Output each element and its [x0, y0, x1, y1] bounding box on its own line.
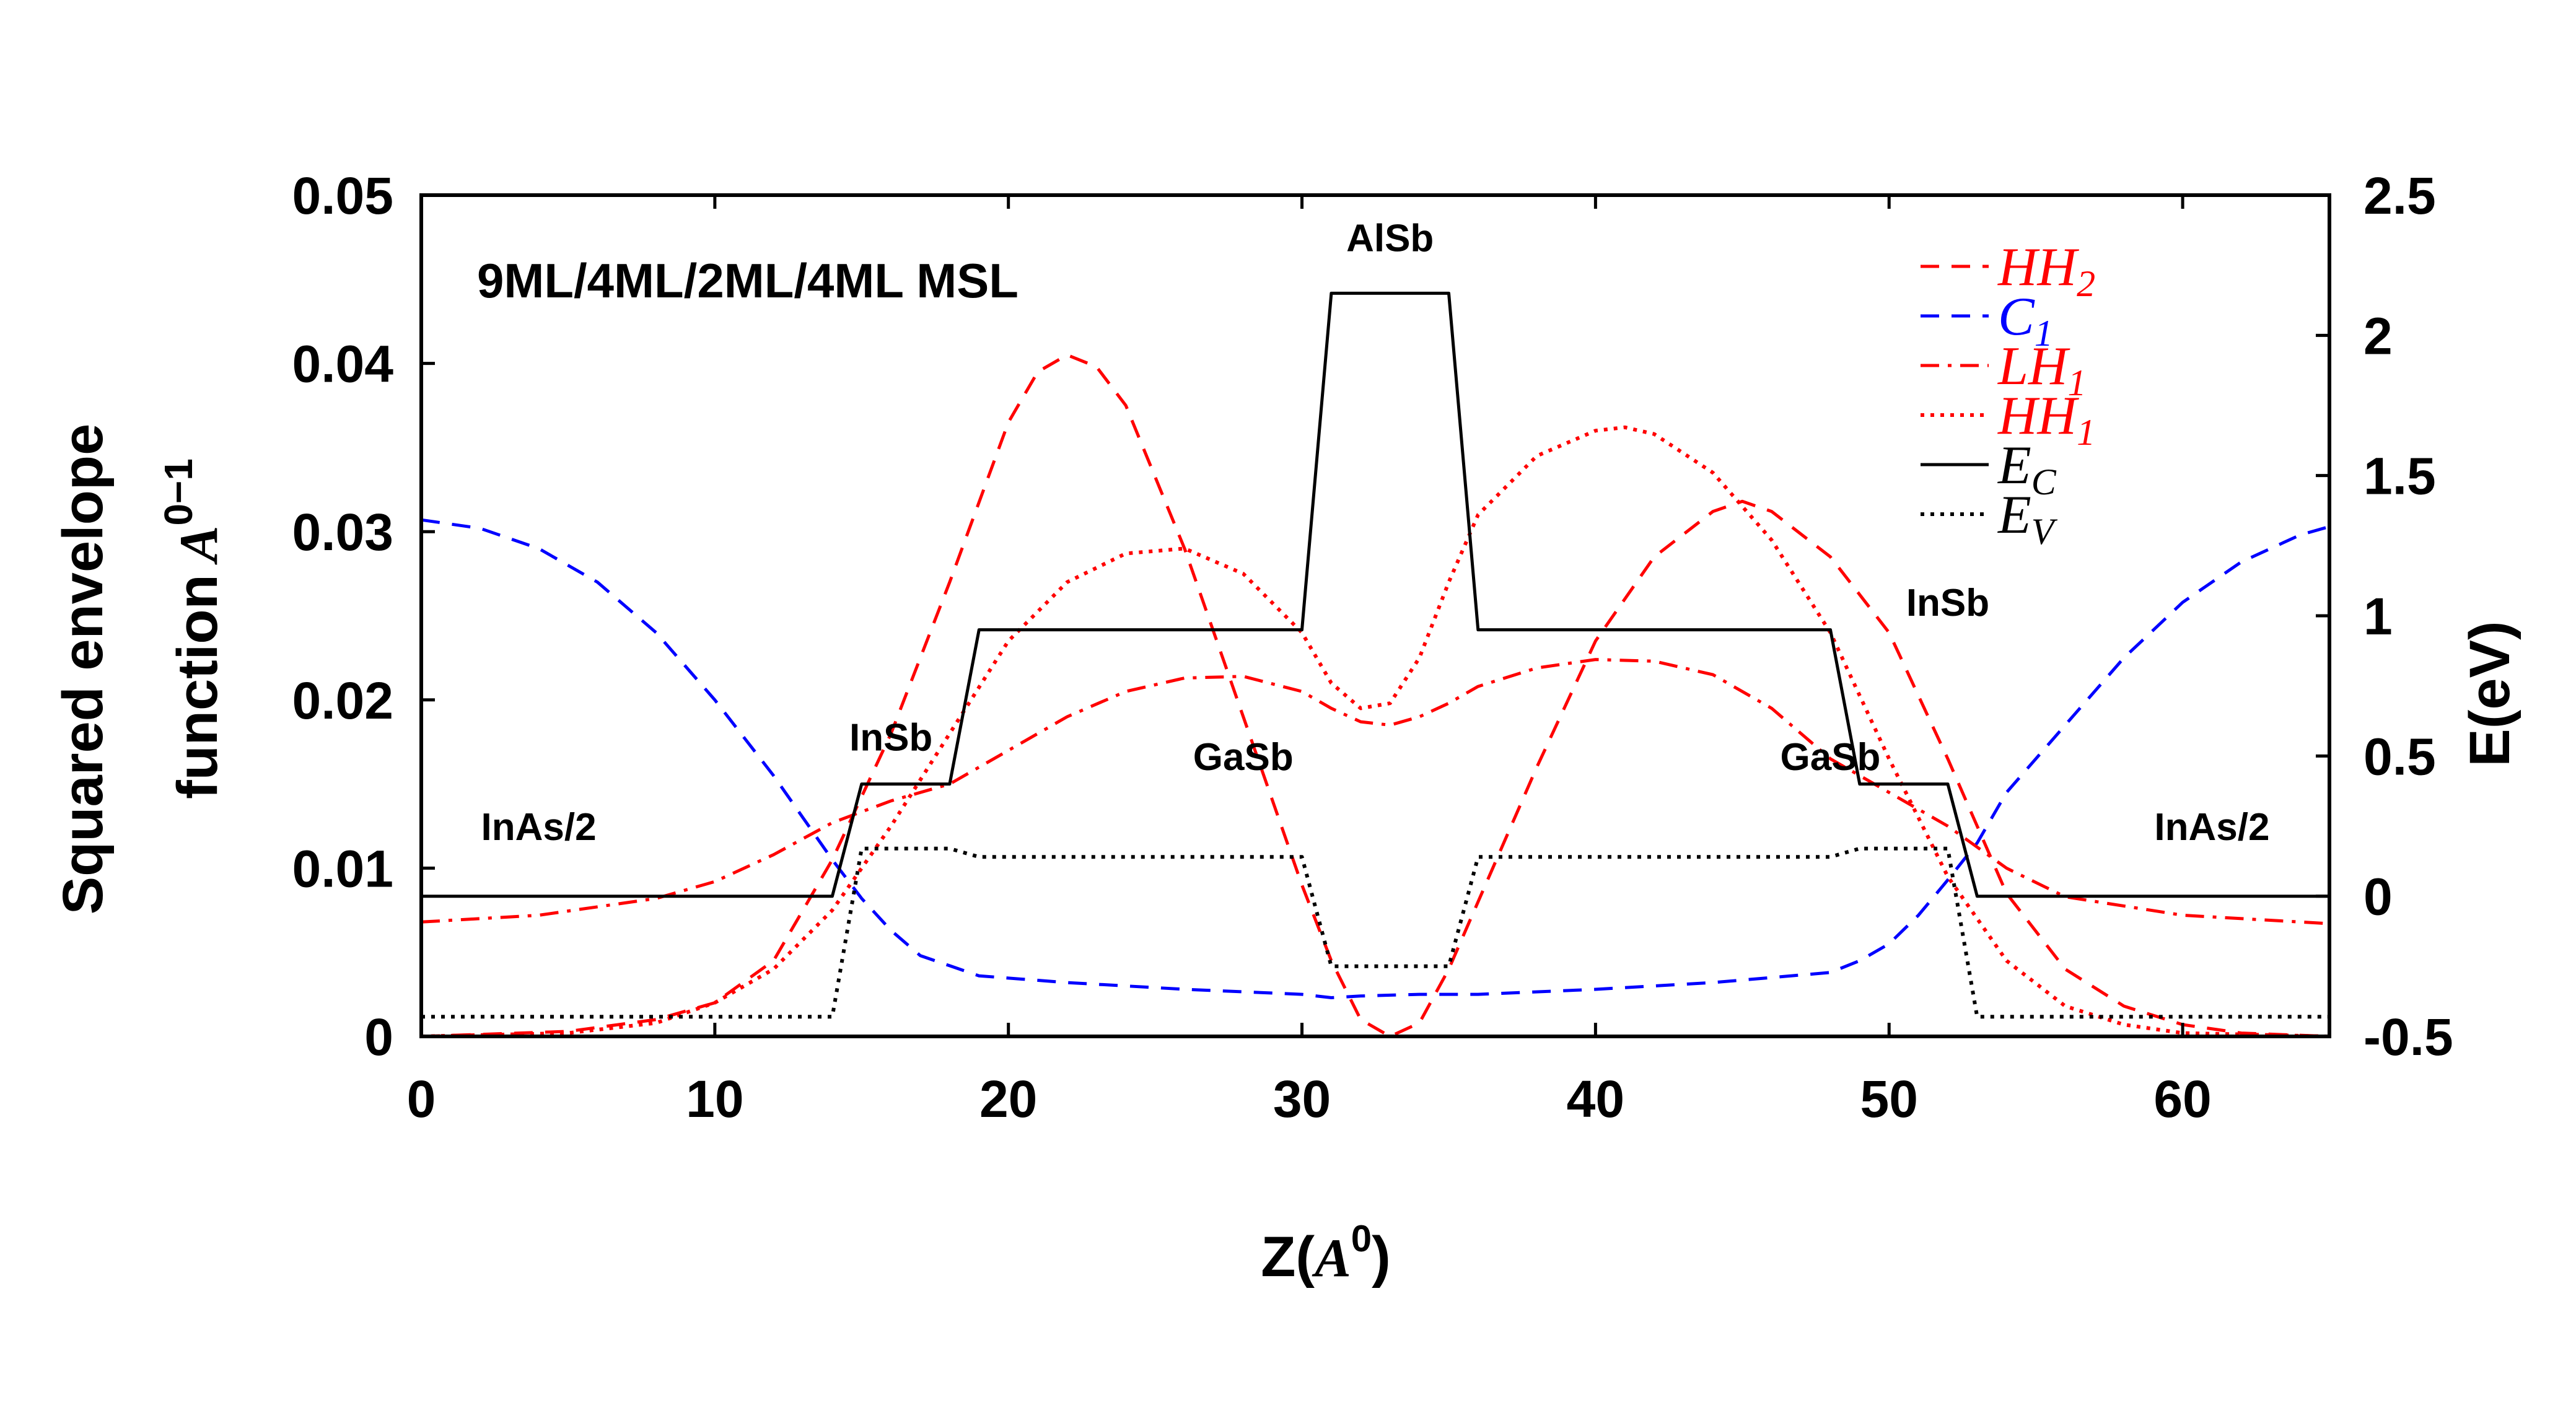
x-axis-title: Z(A0): [1261, 1218, 1391, 1289]
series-line-hh2: [421, 353, 2330, 1038]
x-tick-label: 50: [1860, 1070, 1918, 1128]
regions-layer: InAs/2 InSb GaSb AlSb GaSb InSb InAs/2: [481, 217, 2270, 849]
y-left-title-line2-group: function A0−1: [156, 458, 229, 799]
series-line-hh1: [421, 425, 2330, 1038]
x-axis-title-sup: 0: [1351, 1218, 1372, 1259]
x-tick-label: 20: [979, 1070, 1037, 1128]
annotation-label: 9ML/4ML/2ML/4ML MSL: [477, 253, 1019, 308]
x-tick-label: 40: [1567, 1070, 1624, 1128]
legend-label-hh1: HH1: [1997, 386, 2095, 453]
region-label: InSb: [849, 716, 932, 759]
x-axis-title-close: ): [1372, 1225, 1391, 1289]
legend-label-lh1: LH1: [1997, 336, 2087, 403]
ticks-layer: 0 10 20 30 40 50 60 0 0.01 0.02 0.03 0.04 0.05 -0.5 0 0…: [292, 167, 2453, 1128]
y-left-tick-label: 0.04: [292, 335, 394, 393]
y-left-tick-label: 0: [364, 1008, 393, 1066]
x-tick-label: 60: [2153, 1070, 2211, 1128]
region-label: GaSb: [1193, 736, 1294, 779]
legend-label-hh2: HH2: [1997, 237, 2095, 304]
y-right-axis-title: E(eV): [2458, 621, 2521, 766]
y-left-tick-label: 0.02: [292, 672, 394, 730]
legend-label-c1: C1: [1998, 287, 2053, 354]
series-layer: [421, 291, 2330, 1038]
series-line-ec: [421, 291, 2329, 898]
y-left-tick-label: 0.05: [292, 167, 394, 225]
series-line-ev: [421, 846, 2329, 1019]
x-tick-label: 10: [686, 1070, 743, 1128]
series-line-c1: [421, 518, 2330, 999]
x-axis-title-italic: A: [1312, 1228, 1351, 1289]
y-right-tick-label: 1: [2364, 587, 2393, 646]
y-right-title-group: E(eV): [2458, 621, 2521, 766]
y-left-tick-label: 0.01: [292, 839, 394, 898]
y-right-tick-label: 2: [2364, 307, 2393, 365]
y-left-axis-title-italic: A: [169, 526, 229, 566]
y-left-axis-title-line2-main: function: [166, 574, 229, 799]
region-label: GaSb: [1780, 736, 1880, 779]
y-right-tick-label: 2.5: [2364, 167, 2436, 225]
legend-label-ev: EV: [1997, 485, 2058, 552]
region-label: InAs/2: [2154, 806, 2269, 849]
x-tick-label: 0: [407, 1070, 436, 1128]
x-tick-label: 30: [1273, 1070, 1331, 1128]
y-left-tick-label: 0.03: [292, 503, 394, 561]
legend-label-ec: EC: [1997, 436, 2057, 502]
y-left-axis-title-line2: function A0−1: [156, 458, 229, 799]
y-right-tick-label: -0.5: [2364, 1008, 2453, 1066]
y-right-tick-label: 0: [2364, 868, 2393, 926]
y-left-axis-title-sup: 0−1: [156, 458, 201, 526]
region-label: AlSb: [1346, 217, 1434, 260]
y-left-title-line1-group: Squared envelope: [51, 424, 115, 914]
series-line-lh1: [421, 658, 2330, 926]
region-label: InAs/2: [481, 806, 597, 849]
y-left-axis-title-line1: Squared envelope: [51, 424, 115, 914]
y-right-tick-label: 1.5: [2364, 447, 2436, 506]
y-right-tick-label: 0.5: [2364, 727, 2436, 786]
region-label: InSb: [1906, 582, 1989, 624]
x-axis-title-main: Z(: [1261, 1225, 1315, 1289]
